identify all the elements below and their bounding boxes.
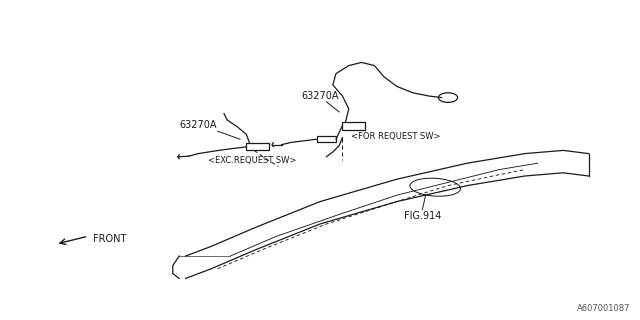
Text: A607001087: A607001087 bbox=[577, 304, 630, 313]
Text: 63270A: 63270A bbox=[301, 91, 339, 101]
Bar bbox=[317, 136, 336, 142]
Text: 63270A: 63270A bbox=[180, 120, 217, 130]
Text: FRONT: FRONT bbox=[93, 234, 126, 244]
Bar bbox=[342, 122, 365, 130]
Text: FIG.914: FIG.914 bbox=[404, 211, 441, 221]
Text: <FOR REQUEST SW>: <FOR REQUEST SW> bbox=[351, 132, 440, 140]
Text: <EXC.REQUEST SW>: <EXC.REQUEST SW> bbox=[208, 156, 296, 165]
Bar bbox=[246, 143, 269, 150]
